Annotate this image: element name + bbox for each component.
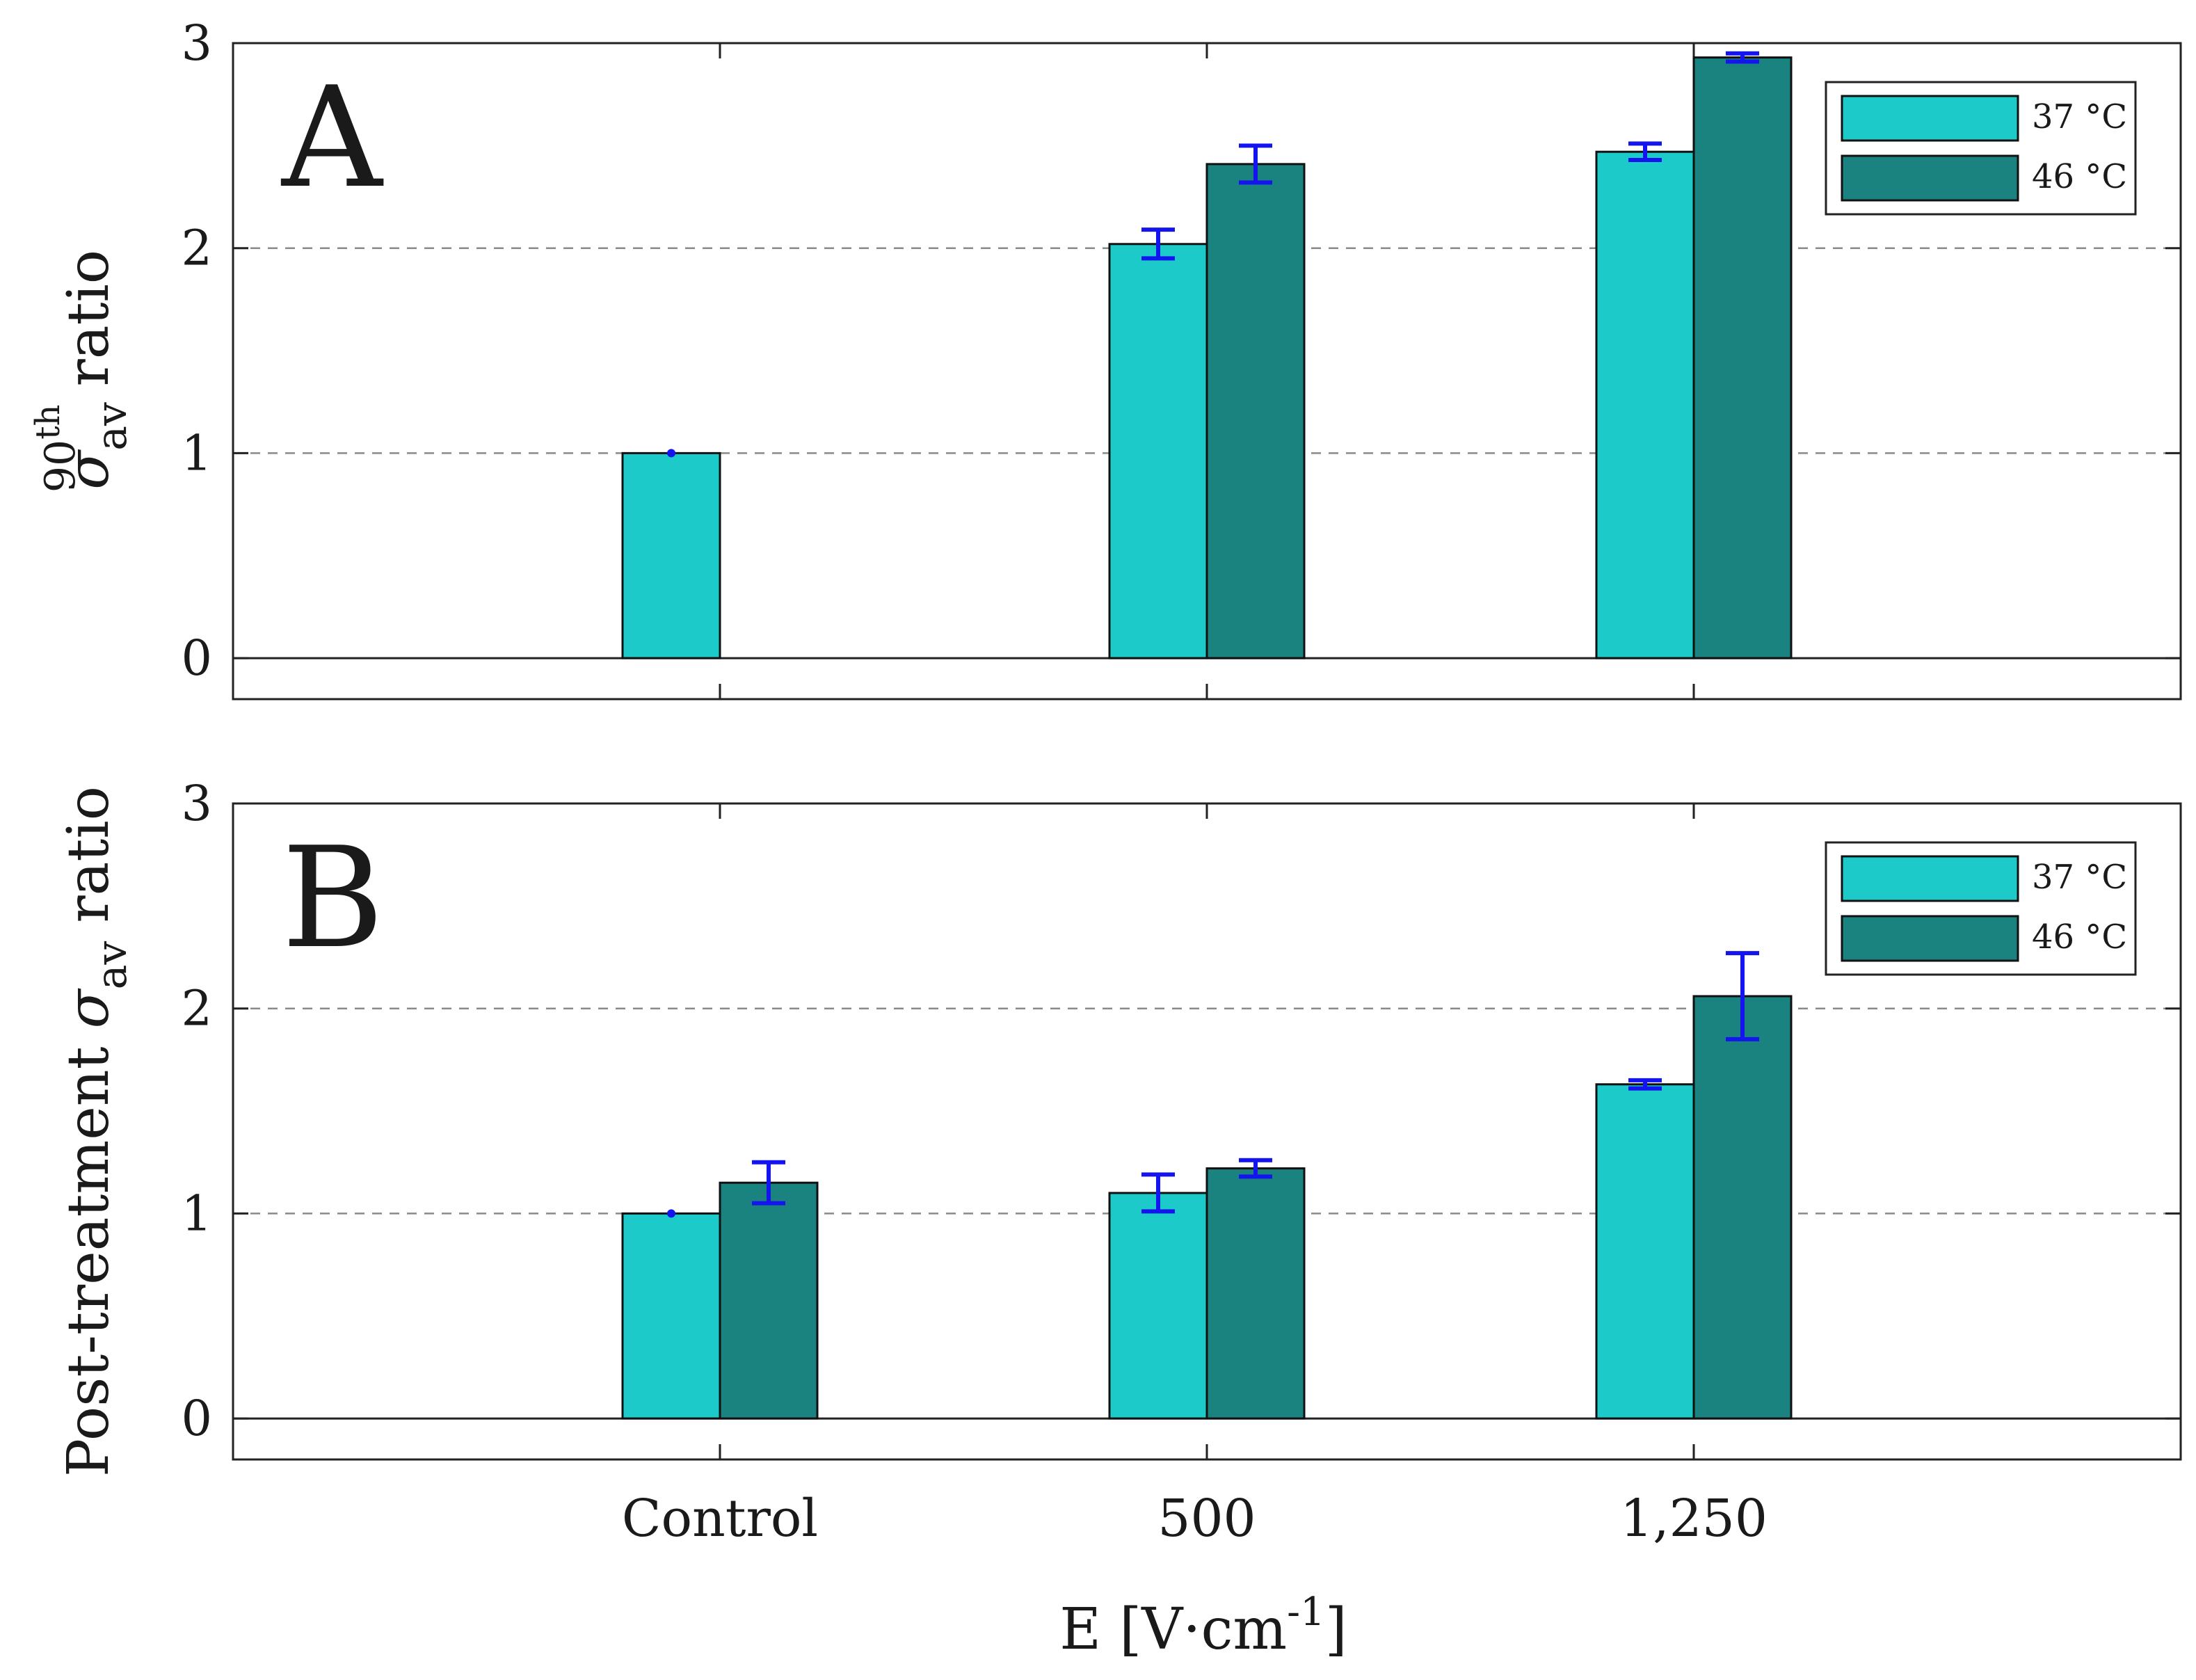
- panel-a-error-point-37c: [667, 449, 675, 458]
- panel-b-y-axis-label-sub: av: [88, 941, 136, 990]
- x-axis-label-sup: -1: [1287, 1590, 1325, 1635]
- x-tick-label: Control: [622, 1489, 818, 1549]
- panel-a-bar-37c: [1108, 243, 1208, 659]
- panel-a-legend-swatch-37c: [1841, 95, 2019, 142]
- panel-a-y-tick-label: 1: [181, 424, 212, 481]
- panel-a-legend-swatch-46c: [1841, 154, 2019, 202]
- panel-a-legend-label-37c: 37 °C: [2032, 97, 2127, 136]
- panel-b-legend-label-37c: 37 °C: [2032, 858, 2127, 897]
- panel-a: 0 1 2 3 A 37 °C 46 °C σav90th ratio: [29, 15, 2182, 701]
- panel-a-bar-46c: [1692, 56, 1793, 659]
- panel-a-y-axis-label-rest: ratio: [56, 250, 122, 405]
- x-tick-label: 500: [1157, 1489, 1256, 1549]
- panel-b-y-axis-label-rest: ratio: [56, 786, 122, 941]
- panel-b-y-axis-label-sigma: σ: [56, 988, 122, 1028]
- panel-b-y-tick-label: 2: [181, 980, 212, 1037]
- panel-b-bar-46c: [1692, 995, 1793, 1420]
- panel-b-bar-46c: [1205, 1167, 1306, 1420]
- panel-b-y-axis-label: Post-treatment σav ratio: [56, 786, 136, 1477]
- panel-b-y-tick-label: 0: [181, 1390, 212, 1447]
- panel-a-y-tick-label: 2: [181, 220, 212, 277]
- x-axis-label-close: ]: [1325, 1597, 1347, 1663]
- panel-a-y-axis-label: σav90th ratio: [29, 250, 136, 493]
- panel-b-letter: B: [282, 817, 384, 979]
- x-axis-label-base: E [V·cm: [1059, 1597, 1287, 1663]
- panel-b-bar-37c: [621, 1212, 721, 1420]
- panel-a-bar-37c: [621, 451, 721, 659]
- panel-a-y-axis-label-sub: av: [88, 402, 136, 451]
- panel-a-y-tick-label: 0: [181, 630, 212, 687]
- panel-b-y-tick-label: 1: [181, 1185, 212, 1242]
- panel-a-y-axis-label-sup2: th: [29, 405, 67, 440]
- panel-a-bar-37c: [1595, 150, 1695, 659]
- panel-b-legend-label-46c: 46 °C: [2032, 918, 2127, 957]
- panel-b-legend-swatch-46c: [1841, 915, 2019, 962]
- panel-a-y-tick-label: 3: [181, 15, 212, 72]
- panel-b-error-point-37c: [667, 1209, 675, 1218]
- panel-b-legend-swatch-37c: [1841, 855, 2019, 902]
- panel-a-bar-46c: [1205, 163, 1306, 659]
- panel-b-bar-37c: [1108, 1192, 1208, 1420]
- panel-a-y-axis-label-sigma: σ: [56, 449, 122, 490]
- x-axis-label: E [V·cm-1]: [1059, 1590, 1347, 1663]
- panel-a-letter: A: [280, 57, 384, 219]
- panel-b: 0 1 2 3 B 37 °C 46 °C Post-treatment σav ratio C…: [56, 775, 2182, 1549]
- panel-b-bar-37c: [1595, 1083, 1695, 1420]
- panel-a-y-axis-label-sup: 90: [36, 440, 85, 493]
- x-tick-label: 1,250: [1620, 1489, 1768, 1549]
- panel-b-bar-46c: [719, 1181, 819, 1420]
- panel-b-y-axis-label-prefix: Post-treatment: [56, 1028, 122, 1477]
- panel-b-y-tick-label: 3: [181, 775, 212, 832]
- panel-a-legend-label-46c: 46 °C: [2032, 157, 2127, 196]
